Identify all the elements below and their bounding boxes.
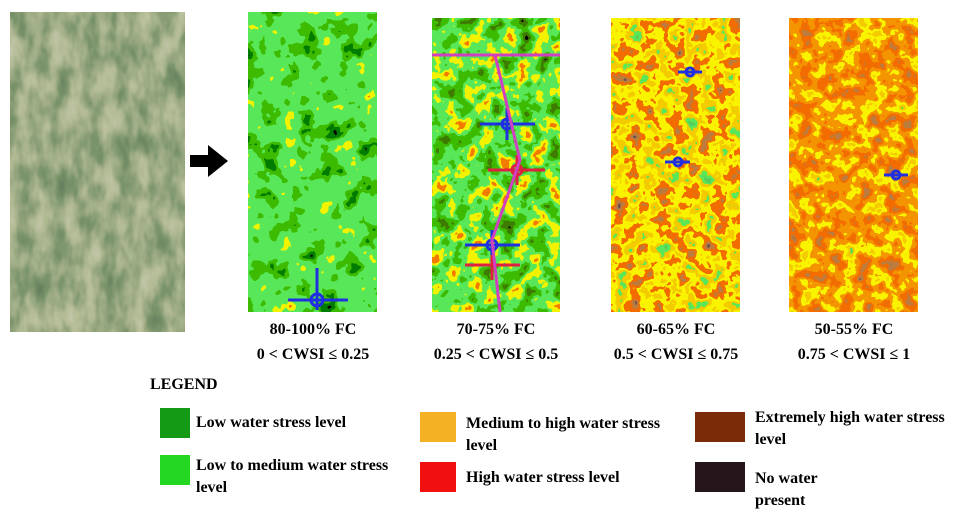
legend-swatch (160, 408, 190, 438)
panel-fc: 70-75% FC (401, 318, 591, 342)
panel-cwsi: 0.25 < CWSI ≤ 0.5 (401, 343, 591, 367)
figure: 80-100% FC0 < CWSI ≤ 0.2570-75% FC0.25 <… (0, 0, 954, 513)
images (0, 0, 954, 340)
legend-label: Medium to high water stress level (466, 413, 681, 457)
legend-swatch (695, 462, 745, 492)
legend-label: High water stress level (466, 467, 686, 489)
thermal-image (789, 18, 918, 312)
legend-title: LEGEND (150, 376, 218, 394)
legend-swatch (420, 462, 456, 492)
legend-label: Low water stress level (196, 412, 416, 434)
orchard-photo (10, 12, 185, 332)
legend-label: No water present (755, 468, 850, 512)
legend-label: Low to medium water stress level (196, 455, 406, 499)
legend-swatch (695, 412, 745, 442)
panel-cwsi: 0.5 < CWSI ≤ 0.75 (581, 343, 771, 367)
panel-fc: 80-100% FC (218, 318, 408, 342)
legend-label: Extremely high water stress level (755, 407, 954, 451)
panel-fc: 50-55% FC (759, 318, 949, 342)
arrow (190, 145, 228, 177)
legend-swatch (420, 412, 456, 442)
panel-cwsi: 0 < CWSI ≤ 0.25 (218, 343, 408, 367)
panel-cwsi: 0.75 < CWSI ≤ 1 (759, 343, 949, 367)
panel-fc: 60-65% FC (581, 318, 771, 342)
legend-swatch (160, 455, 190, 485)
thermal-image (248, 12, 377, 312)
